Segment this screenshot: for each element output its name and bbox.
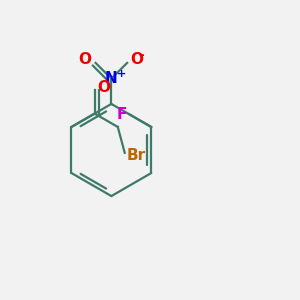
Text: F: F <box>117 107 127 122</box>
Text: O: O <box>98 80 111 95</box>
Text: -: - <box>139 49 145 62</box>
Text: +: + <box>117 69 127 79</box>
Text: N: N <box>105 71 118 86</box>
Text: O: O <box>78 52 91 67</box>
Text: Br: Br <box>126 148 145 163</box>
Text: O: O <box>131 52 144 67</box>
